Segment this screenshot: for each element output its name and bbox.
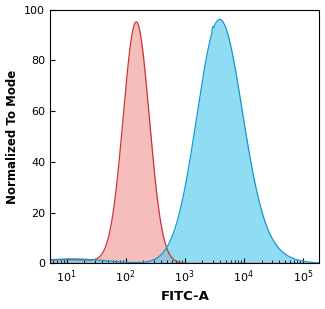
Y-axis label: Normalized To Mode: Normalized To Mode (6, 69, 19, 204)
X-axis label: FITC-A: FITC-A (160, 290, 209, 303)
